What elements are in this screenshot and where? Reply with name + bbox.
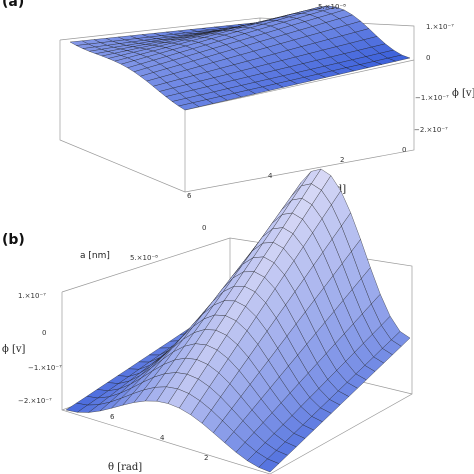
panel-a-box-edge (184, 59, 415, 111)
panel-b-ytick: 0 (202, 224, 206, 232)
panel-b-label: (b) (2, 232, 25, 248)
panel-a-ytick: 5.×10⁻⁸ (318, 3, 346, 11)
surface-patch (178, 102, 200, 111)
panel-b-xtick: 6 (110, 413, 115, 421)
panel-b-ztick: −2.×10⁻⁷ (18, 397, 52, 405)
panel-a-ztick: −1.×10⁻⁷ (415, 94, 449, 102)
surface-patch (258, 458, 280, 473)
panel-b-ztick: 0 (42, 329, 46, 337)
panel-b-xtick: 4 (160, 434, 165, 442)
panel-a-zlabel: ϕ [v] (452, 88, 474, 99)
panel-a-xtick: 2 (340, 156, 344, 164)
panel-b-xtick: 2 (204, 454, 208, 462)
panel-b-xlabel: θ [rad] (108, 462, 142, 473)
panel-a-ztick: 1.×10⁻⁷ (426, 23, 454, 31)
panel-b-ztick: −1.×10⁻⁷ (28, 364, 62, 372)
panel-b-zlabel: ϕ [v] (2, 344, 26, 355)
panel-a-label: (a) (2, 0, 24, 10)
panel-a-xtick: 6 (187, 192, 192, 200)
panel-a-xtick: 0 (402, 146, 406, 154)
panel-a-ztick: −2.×10⁻⁷ (414, 126, 448, 134)
panel-b-surface (65, 168, 411, 473)
panel-b-ylabel: a [nm] (80, 251, 110, 261)
panel-b-ztick: 1.×10⁻⁷ (18, 292, 46, 300)
panel-b-ytick: 5.×10⁻⁸ (130, 254, 158, 262)
panel-a-xtick: 4 (268, 172, 273, 180)
panel-b: (b) a [nm] 0 5.×10⁻⁸ 1.×10⁻⁷ 0 −1.×10⁻⁷ … (2, 168, 413, 474)
panel-a-ztick: 0 (426, 54, 430, 62)
panel-a-surface (69, 5, 411, 111)
panel-a: (a) 5.×10⁻⁸ 1.×10⁻⁷ 0 −1.×10⁻⁷ −2.×10⁻⁷ … (2, 0, 474, 200)
